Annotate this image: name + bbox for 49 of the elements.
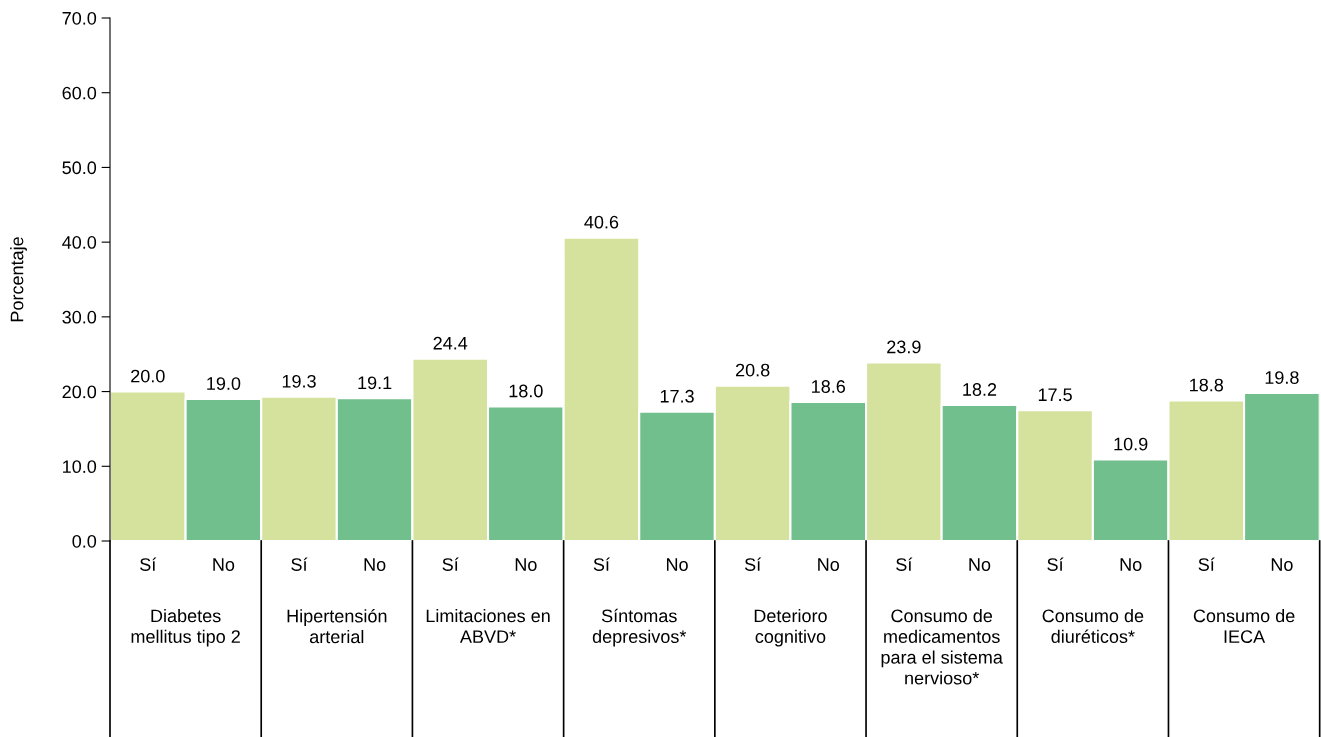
data-label: 19.1 <box>358 376 392 390</box>
data-label: 24.4 <box>433 336 468 350</box>
y-tick-label: 0.0 <box>72 534 97 548</box>
y-tick-label: 70.0 <box>62 11 97 25</box>
x-tick-label: No <box>818 558 840 571</box>
data-label: 20.8 <box>735 363 770 377</box>
data-label: 18.6 <box>812 380 846 393</box>
text: Hipertensión arterial <box>287 608 387 644</box>
data-label: 18.8 <box>1190 378 1224 392</box>
text: Síntomas depresivos* <box>592 608 687 647</box>
x-tick-label: Sí <box>593 557 610 571</box>
data-label: 17.5 <box>1038 388 1072 402</box>
text: Limitaciones en ABVD* <box>426 608 550 643</box>
data-label: 10.9 <box>1114 437 1148 451</box>
x-tick-label: Sí <box>291 557 308 571</box>
x-tick-label: No <box>364 558 386 571</box>
data-label: 17.3 <box>660 389 694 403</box>
text: Diabetes mellitus tipo 2 <box>131 608 240 647</box>
data-label: 18.0 <box>509 384 543 398</box>
x-tick-label: No <box>1271 558 1293 571</box>
x-tick-label: No <box>515 558 537 571</box>
x-tick-label: Sí <box>442 557 459 571</box>
text: Consumo de IECA <box>1193 608 1295 644</box>
data-label: 19.0 <box>207 377 241 390</box>
data-label: 19.8 <box>1265 371 1299 384</box>
x-tick-label: No <box>213 558 235 571</box>
text: Consumo de medicamentos para el sistema nervioso* <box>881 608 1003 685</box>
y-tick-label: 40.0 <box>62 236 97 249</box>
x-tick-label: Sí <box>1198 557 1215 571</box>
x-tick-label: Sí <box>744 557 762 571</box>
y-tick-label: 20.0 <box>62 385 97 399</box>
x-tick-label: Sí <box>1047 557 1064 571</box>
y-axis-title: Porcentaje <box>10 237 27 322</box>
text: Deterioro cognitivo <box>754 608 827 647</box>
data-label: 19.3 <box>282 374 316 388</box>
x-tick-label: No <box>666 558 688 571</box>
data-label: 18.2 <box>963 383 997 396</box>
y-tick-label: 10.0 <box>63 460 97 474</box>
text: Consumo de diuréticos* <box>1042 608 1144 644</box>
y-tick-label: 60.0 <box>62 86 97 100</box>
x-tick-label: Sí <box>140 557 157 571</box>
data-label: 20.0 <box>131 369 165 383</box>
x-tick-label: No <box>969 558 991 571</box>
x-tick-label: No <box>1120 558 1142 571</box>
y-tick-label: 50.0 <box>62 161 97 175</box>
x-tick-label: Sí <box>896 557 913 571</box>
data-label: 40.6 <box>584 215 619 229</box>
data-label: 23.9 <box>887 340 921 354</box>
y-tick-label: 30.0 <box>62 310 97 324</box>
